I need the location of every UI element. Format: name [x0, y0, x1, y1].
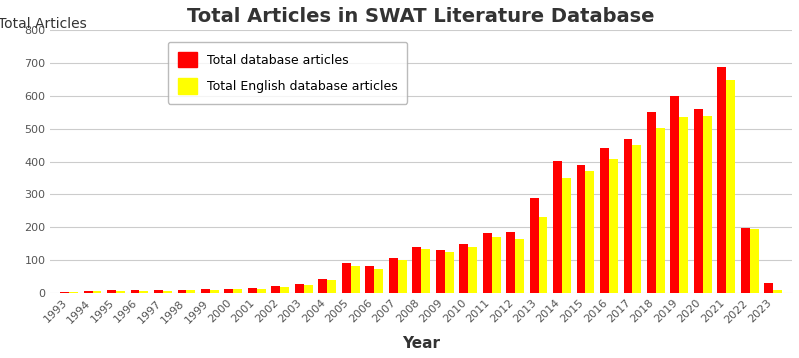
Bar [773, 290, 782, 293]
Bar [506, 232, 515, 293]
Bar [718, 67, 726, 293]
Bar [749, 229, 759, 293]
Bar [154, 290, 163, 293]
Legend: Total database articles, Total English database articles: Total database articles, Total English d… [168, 42, 407, 103]
Bar [421, 248, 430, 293]
Bar [304, 285, 312, 293]
Bar [600, 148, 609, 293]
Bar [186, 290, 196, 293]
Bar [435, 250, 445, 293]
Bar [163, 291, 172, 293]
Bar [468, 247, 477, 293]
Bar [107, 290, 116, 293]
Bar [445, 252, 454, 293]
Bar [694, 109, 703, 293]
Bar [515, 239, 524, 293]
Bar [633, 145, 642, 293]
Bar [491, 237, 500, 293]
Bar [225, 289, 233, 293]
Bar [365, 266, 374, 293]
Bar [389, 258, 398, 293]
Bar [609, 159, 618, 293]
Bar [530, 198, 539, 293]
Title: Total Articles in SWAT Literature Database: Total Articles in SWAT Literature Databa… [188, 7, 655, 26]
Bar [84, 291, 93, 293]
Bar [765, 283, 773, 293]
Bar [280, 287, 289, 293]
Bar [562, 178, 571, 293]
Bar [483, 233, 491, 293]
Bar [69, 292, 78, 293]
Bar [670, 96, 679, 293]
Bar [295, 284, 304, 293]
Bar [248, 288, 256, 293]
Bar [351, 266, 360, 293]
X-axis label: Year: Year [402, 336, 440, 351]
Bar [703, 116, 712, 293]
Bar [623, 139, 633, 293]
Bar [93, 291, 101, 293]
Bar [116, 291, 125, 293]
Bar [647, 112, 656, 293]
Bar [318, 279, 328, 293]
Bar [539, 217, 547, 293]
Bar [741, 228, 749, 293]
Bar [374, 269, 384, 293]
Bar [553, 161, 562, 293]
Bar [577, 165, 586, 293]
Bar [342, 263, 351, 293]
Bar [233, 289, 242, 293]
Bar [210, 290, 219, 293]
Text: Total Articles: Total Articles [0, 17, 87, 31]
Bar [201, 289, 210, 293]
Bar [398, 260, 407, 293]
Bar [586, 171, 594, 293]
Bar [328, 280, 336, 293]
Bar [459, 245, 468, 293]
Bar [177, 290, 186, 293]
Bar [140, 291, 149, 293]
Bar [272, 286, 280, 293]
Bar [256, 289, 266, 293]
Bar [412, 247, 421, 293]
Bar [726, 80, 735, 293]
Bar [60, 292, 69, 293]
Bar [656, 128, 665, 293]
Bar [130, 290, 140, 293]
Bar [679, 117, 688, 293]
